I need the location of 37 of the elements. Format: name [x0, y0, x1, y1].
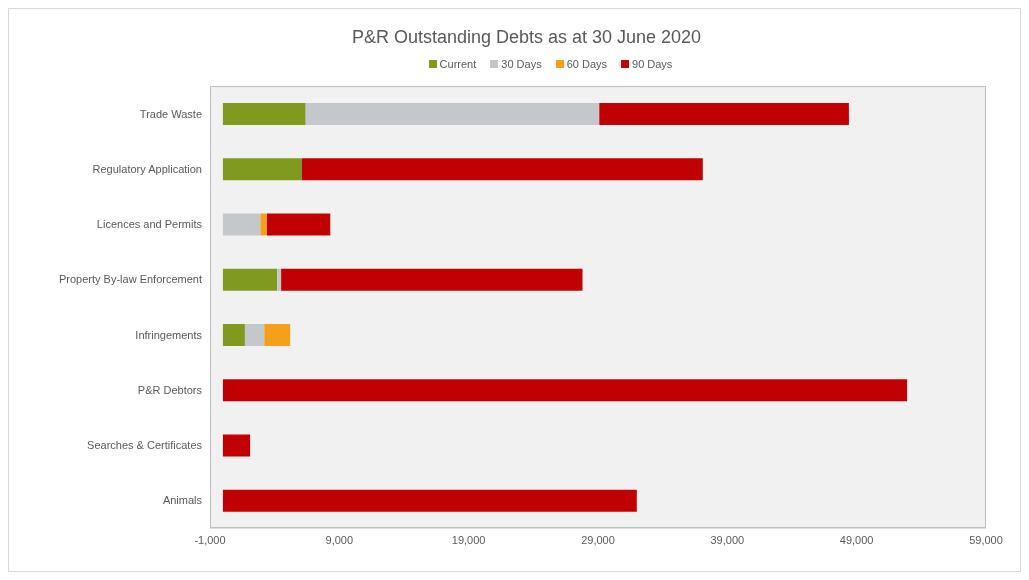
x-tick-label: 9,000	[325, 533, 354, 546]
bar	[301, 158, 703, 181]
y-tick-label: Infringements	[135, 328, 203, 341]
bar	[266, 213, 331, 236]
bar	[305, 103, 600, 125]
x-tick-label: 59,000	[969, 533, 1003, 546]
bar	[244, 324, 265, 346]
y-tick-label: Animals	[162, 494, 203, 507]
x-tick-label: 39,000	[710, 533, 745, 546]
y-tick-label: P&R Debtors	[137, 383, 203, 396]
bar	[599, 103, 849, 125]
legend-label: 90 Days	[632, 58, 673, 70]
y-tick-label: Trade Waste	[139, 107, 202, 120]
bar	[222, 268, 278, 291]
bar	[222, 434, 251, 457]
bar	[222, 379, 908, 402]
bar	[222, 489, 637, 512]
x-tick-label: 49,000	[839, 533, 874, 546]
legend-label: 60 Days	[566, 58, 608, 70]
y-tick-label: Searches & Certificates	[87, 439, 203, 452]
x-tick-label: 29,000	[581, 533, 615, 546]
chart-title: P&R Outstanding Debts as at 30 June 2020	[350, 27, 703, 48]
bar	[222, 324, 245, 346]
y-tick-label: Property By-law Enforcement	[58, 273, 202, 286]
bar	[222, 213, 261, 236]
bar	[281, 268, 583, 291]
y-tick-label: Licences and Permits	[96, 218, 203, 231]
legend-label: Current	[439, 58, 477, 70]
bar	[222, 103, 306, 125]
bar	[264, 324, 291, 346]
x-tick-label: 19,000	[451, 533, 486, 546]
bar	[260, 213, 267, 236]
legend-label: 30 Days	[501, 58, 542, 70]
y-tick-label: Regulatory Application	[92, 162, 202, 175]
bar	[277, 268, 282, 291]
x-tick-label: -1,000	[194, 533, 226, 546]
bar	[222, 158, 302, 181]
